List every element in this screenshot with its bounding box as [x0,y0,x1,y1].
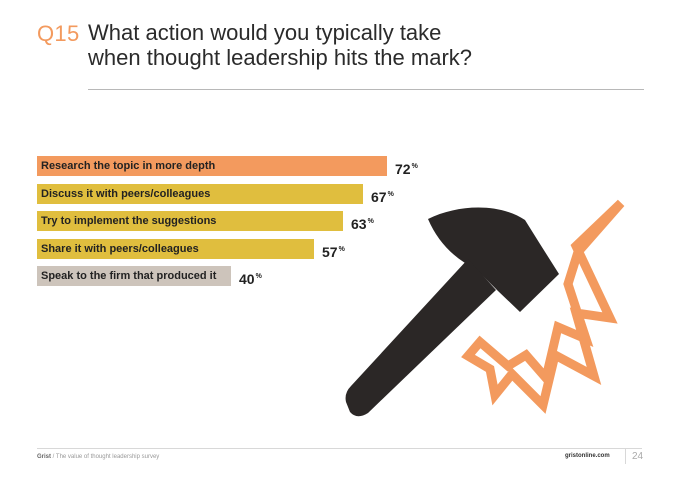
bar-5: Speak to the firm that produced it [37,266,231,286]
percent-sign: % [411,163,418,170]
page-number: 24 [632,451,644,462]
bar-3: Try to implement the suggestions [37,211,343,231]
footer-brand: Grist [37,454,52,460]
footer-source: Grist / The value of thought leadership … [37,454,159,460]
footer-divider [37,448,642,449]
hammer-head [428,207,559,312]
percent-sign: % [255,273,262,280]
footer-url[interactable]: gristonline.com [565,453,610,459]
hammer-strike-icon [345,199,625,417]
footer-subtitle: / The value of thought leadership survey [51,454,160,460]
impact-burst [461,199,625,414]
footer-separator [625,449,626,464]
hammer-handle [345,259,496,417]
title-divider [88,89,644,90]
bar-4: Share it with peers/colleagues [37,239,314,259]
bar-1: Research the topic in more depth [37,156,387,176]
bar-value-label-1: 72% [395,161,418,177]
title-line-1: What action would you typically take [88,20,442,45]
bar-2: Discuss it with peers/colleagues [37,184,363,204]
bar-value-label-5: 40% [239,271,262,287]
page-title: What action would you typically take whe… [88,20,558,70]
question-number: Q15 [37,21,80,46]
title-line-2: when thought leadership hits the mark? [88,45,473,70]
